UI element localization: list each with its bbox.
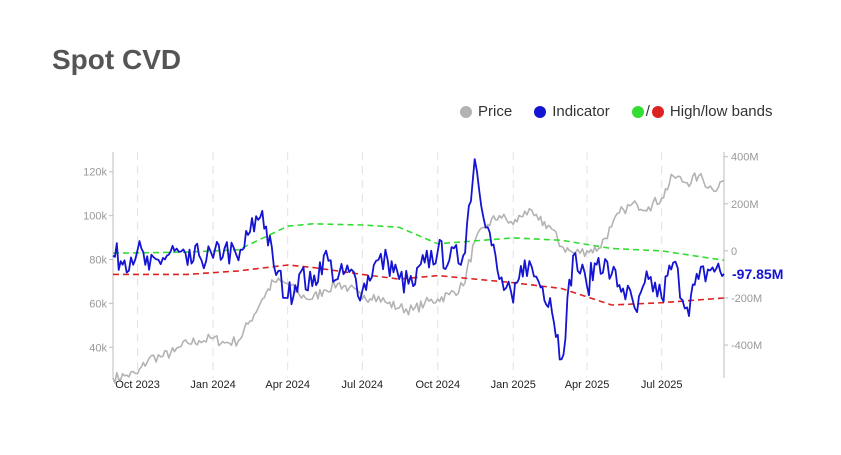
x-tick-label: Jan 2024 — [190, 379, 235, 391]
x-tick-label: Jul 2025 — [641, 379, 683, 391]
left-tick-label: 80k — [89, 255, 107, 267]
indicator-dot-icon — [534, 105, 547, 118]
legend-bands-separator: / — [645, 103, 650, 120]
right-tick-label: -400M — [731, 340, 762, 352]
legend-price-label: Price — [478, 103, 513, 120]
right-tick-label: 400M — [731, 152, 759, 164]
indicator-last-value-label: -97.85M — [732, 266, 783, 282]
chart-legend: Price Indicator / High/low bands — [460, 103, 772, 120]
left-tick-label: 120k — [83, 167, 107, 179]
x-tick-label: Oct 2023 — [115, 379, 160, 391]
legend-indicator-label: Indicator — [552, 103, 610, 120]
legend-bands-label: High/low bands — [669, 103, 773, 120]
x-tick-label: Jul 2024 — [342, 379, 384, 391]
high-band-line — [112, 222, 725, 262]
legend-item-price[interactable]: Price — [460, 103, 512, 120]
right-tick-label: -200M — [731, 293, 762, 305]
price-line — [112, 172, 725, 384]
left-tick-label: 40k — [89, 342, 107, 354]
x-tick-label: Jan 2025 — [491, 379, 536, 391]
legend-item-bands[interactable]: / High/low bands — [631, 103, 773, 120]
x-tick-label: Oct 2024 — [415, 379, 460, 391]
right-tick-label: 200M — [731, 199, 759, 211]
left-tick-label: 100k — [83, 211, 107, 223]
legend-item-indicator[interactable]: Indicator — [534, 103, 610, 120]
price-dot-icon — [460, 105, 472, 118]
right-tick-label: 0 — [731, 246, 737, 258]
high-band-dot-icon — [631, 105, 644, 118]
chart-title: Spot CVD — [52, 44, 182, 75]
low-band-dot-icon — [651, 105, 664, 118]
left-tick-label: 60k — [89, 298, 107, 310]
low-band-line — [113, 264, 725, 306]
indicator-line — [112, 158, 725, 361]
x-tick-label: Apr 2024 — [265, 379, 310, 391]
x-tick-label: Apr 2025 — [565, 379, 610, 391]
